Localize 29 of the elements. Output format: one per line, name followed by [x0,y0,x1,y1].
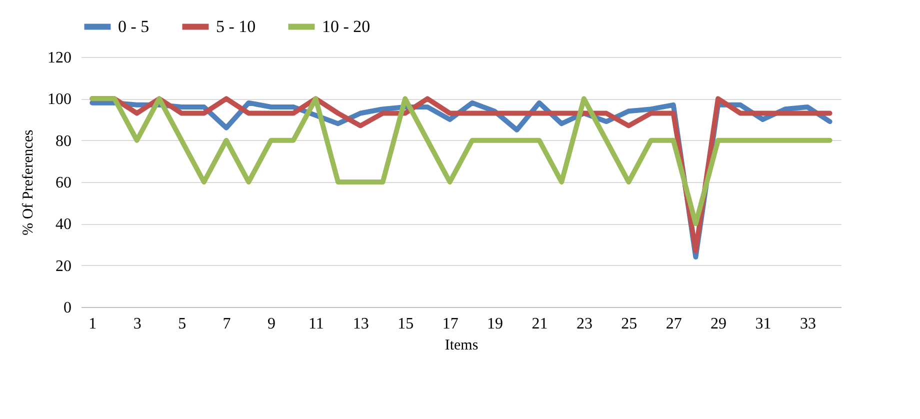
x-tick-label: 19 [487,316,504,332]
legend-label: 0 - 5 [118,16,150,36]
x-tick-label: 1 [88,316,97,332]
y-tick-label: 0 [64,300,72,316]
y-tick-label: 80 [56,132,72,150]
x-tick-label: 9 [268,316,276,332]
x-tick-label: 21 [532,316,548,332]
y-tick-label: 40 [56,216,72,234]
y-tick-label: 120 [48,50,72,66]
y-tick-label: 100 [48,91,72,108]
x-tick-label: 13 [352,316,369,332]
y-tick-label: 20 [56,258,72,275]
x-tick-label: 3 [133,316,142,332]
y-axis-title: % Of Preferences [20,129,36,236]
x-tick-label: 17 [442,316,458,332]
x-tick-label: 29 [710,316,727,332]
x-axis-title: Items [444,338,478,354]
legend-label: 5 - 10 [216,16,256,36]
x-tick-label: 11 [308,316,324,332]
x-tick-label: 23 [576,316,592,332]
legend-label: 10 - 20 [322,16,370,36]
x-tick-label: 33 [800,316,816,332]
x-tick-label: 27 [666,316,682,332]
x-tick-label: 7 [222,316,231,332]
x-tick-label: 15 [398,316,414,332]
y-tick-label: 60 [56,174,72,192]
x-tick-label: 31 [755,316,772,332]
x-tick-label: 5 [178,316,186,332]
x-tick-label: 25 [621,316,638,332]
